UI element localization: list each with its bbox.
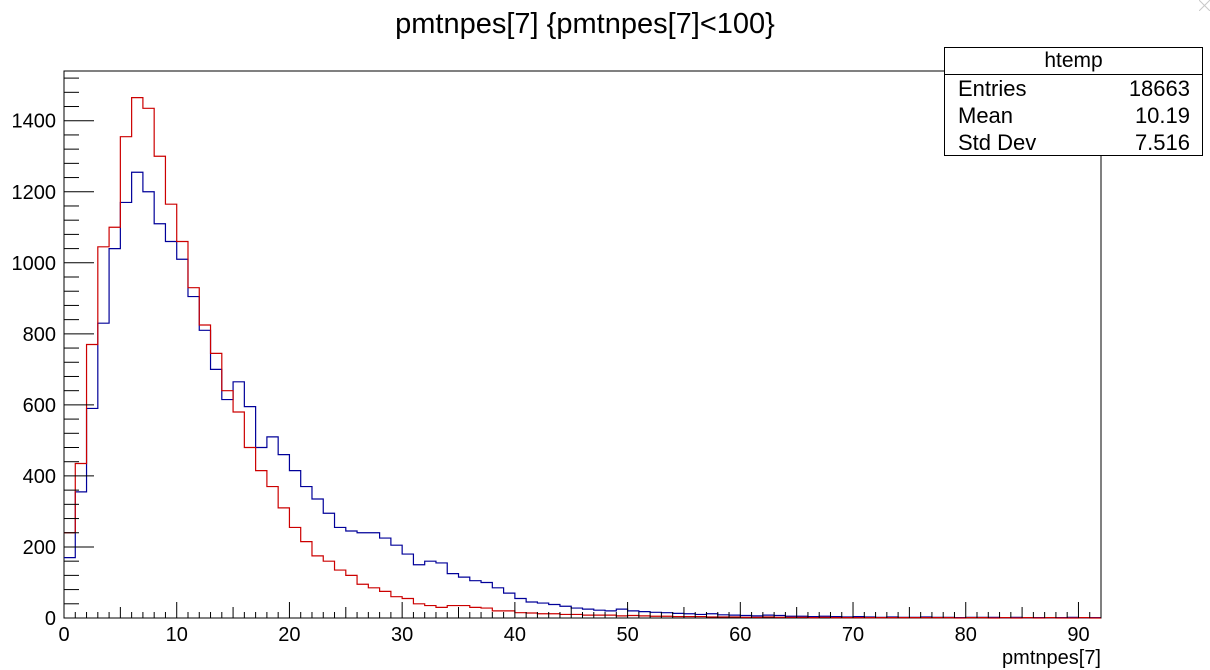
x-tick-label: 60 bbox=[729, 624, 751, 646]
y-tick-label: 200 bbox=[23, 537, 56, 559]
x-tick-label: 80 bbox=[955, 624, 977, 646]
x-tick-label: 20 bbox=[278, 624, 300, 646]
x-tick-label: 0 bbox=[58, 624, 69, 646]
stats-label: Entries bbox=[958, 76, 1027, 101]
x-tick-label: 30 bbox=[391, 624, 413, 646]
y-tick-label: 400 bbox=[23, 466, 56, 488]
y-tick-label: 1200 bbox=[12, 182, 57, 204]
y-tick-label: 1000 bbox=[12, 253, 57, 275]
stats-box-name: htemp bbox=[945, 48, 1202, 75]
y-tick-label: 0 bbox=[45, 608, 56, 630]
x-tick-label: 70 bbox=[842, 624, 864, 646]
stats-label: Std Dev bbox=[958, 130, 1037, 155]
stats-label: Mean bbox=[958, 103, 1014, 128]
stats-value: 7.516 bbox=[1134, 130, 1190, 155]
histogram-series-0 bbox=[64, 171, 1101, 619]
y-tick-label: 1400 bbox=[12, 111, 57, 133]
histogram-series-1 bbox=[64, 97, 1101, 619]
x-tick-label: 90 bbox=[1067, 624, 1089, 646]
x-tick-label: 40 bbox=[504, 624, 526, 646]
x-tick-label: 50 bbox=[616, 624, 638, 646]
stats-row-mean: Mean 10.19 bbox=[945, 102, 1202, 129]
resize-corner-icon[interactable] bbox=[1199, 0, 1210, 11]
y-tick-label: 800 bbox=[23, 324, 56, 346]
stats-value: 18663 bbox=[1128, 76, 1190, 101]
chart-title: pmtnpes[7] {pmtnpes[7]<100} bbox=[395, 8, 775, 40]
stats-row-entries: Entries 18663 bbox=[945, 75, 1202, 102]
stats-box: htemp Entries 18663 Mean 10.19 Std Dev 7… bbox=[944, 47, 1203, 156]
stats-value: 10.19 bbox=[1134, 103, 1190, 128]
x-tick-label: 10 bbox=[166, 624, 188, 646]
stats-row-stddev: Std Dev 7.516 bbox=[945, 129, 1202, 156]
y-tick-label: 600 bbox=[23, 395, 56, 417]
x-axis-label: pmtnpes[7] bbox=[1002, 647, 1101, 669]
